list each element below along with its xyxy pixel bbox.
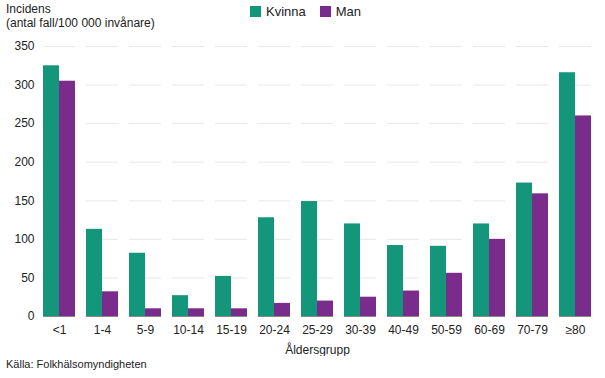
- svg-text:200: 200: [14, 155, 34, 169]
- svg-text:70-79: 70-79: [517, 323, 548, 337]
- svg-text:50-59: 50-59: [431, 323, 462, 337]
- svg-text:100: 100: [14, 232, 34, 246]
- svg-text:1-4: 1-4: [94, 323, 112, 337]
- svg-text:5-9: 5-9: [137, 323, 155, 337]
- html-text:Källa: Folkhälsomyndigheten: Källa: Folkhälsomyndigheten: [6, 358, 147, 370]
- svg-text:≥80: ≥80: [566, 323, 586, 337]
- svg-text:250: 250: [14, 116, 34, 130]
- svg-text:10-14: 10-14: [173, 323, 204, 337]
- html-text:Incidens (antal fall/100 000 i: Incidens (antal fall/100 000 invånare): [6, 2, 155, 30]
- html-text:Man: Man: [335, 4, 361, 19]
- svg-text:Åldersgrupp: Åldersgrupp: [285, 342, 350, 357]
- svg-text:300: 300: [14, 78, 34, 92]
- svg-text:350: 350: [14, 39, 34, 53]
- svg-text:50: 50: [21, 271, 35, 285]
- svg-text:<1: <1: [53, 323, 67, 337]
- svg-text:0: 0: [28, 309, 35, 323]
- svg-text:150: 150: [14, 194, 34, 208]
- svg-text:25-29: 25-29: [302, 323, 333, 337]
- svg-text:15-19: 15-19: [216, 323, 247, 337]
- svg-text:60-69: 60-69: [474, 323, 505, 337]
- svg-text:30-39: 30-39: [345, 323, 376, 337]
- svg-text:40-49: 40-49: [388, 323, 419, 337]
- svg-text:20-24: 20-24: [259, 323, 290, 337]
- html-text:Kvinna: Kvinna: [266, 4, 306, 19]
